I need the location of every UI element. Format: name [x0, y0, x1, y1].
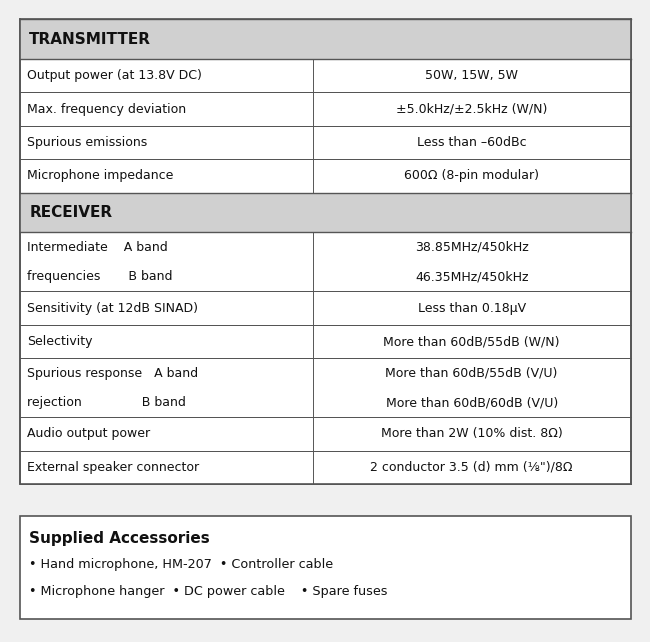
Text: More than 2W (10% dist. 8Ω): More than 2W (10% dist. 8Ω) — [381, 428, 562, 440]
Text: • Hand microphone, HM-207  • Controller cable: • Hand microphone, HM-207 • Controller c… — [29, 558, 333, 571]
Text: TRANSMITTER: TRANSMITTER — [29, 31, 151, 47]
Text: Max. frequency deviation: Max. frequency deviation — [27, 103, 187, 116]
FancyBboxPatch shape — [20, 19, 630, 59]
Text: 600Ω (8-pin modular): 600Ω (8-pin modular) — [404, 169, 539, 182]
Text: Spurious emissions: Spurious emissions — [27, 136, 148, 149]
Text: External speaker connector: External speaker connector — [27, 461, 200, 474]
Text: ±5.0kHz/±2.5kHz (W/N): ±5.0kHz/±2.5kHz (W/N) — [396, 103, 547, 116]
Text: Sensitivity (at 12dB SINAD): Sensitivity (at 12dB SINAD) — [27, 302, 198, 315]
Text: Supplied Accessories: Supplied Accessories — [29, 531, 210, 546]
Text: 38.85MHz/450kHz: 38.85MHz/450kHz — [415, 241, 528, 254]
Text: Audio output power: Audio output power — [27, 428, 150, 440]
Text: Less than –60dBc: Less than –60dBc — [417, 136, 526, 149]
Text: More than 60dB/55dB (W/N): More than 60dB/55dB (W/N) — [384, 335, 560, 348]
Text: Output power (at 13.8V DC): Output power (at 13.8V DC) — [27, 69, 202, 82]
Text: Spurious response   A band: Spurious response A band — [27, 367, 198, 379]
Text: Microphone impedance: Microphone impedance — [27, 169, 174, 182]
Text: • Microphone hanger  • DC power cable    • Spare fuses: • Microphone hanger • DC power cable • S… — [29, 585, 388, 598]
Text: rejection               B band: rejection B band — [27, 396, 186, 409]
FancyBboxPatch shape — [20, 516, 630, 619]
FancyBboxPatch shape — [20, 193, 630, 232]
Text: More than 60dB/60dB (V/U): More than 60dB/60dB (V/U) — [385, 396, 558, 409]
Text: 46.35MHz/450kHz: 46.35MHz/450kHz — [415, 270, 528, 283]
Text: 50W, 15W, 5W: 50W, 15W, 5W — [425, 69, 518, 82]
Text: frequencies       B band: frequencies B band — [27, 270, 173, 283]
Text: Less than 0.18μV: Less than 0.18μV — [417, 302, 526, 315]
Text: More than 60dB/55dB (V/U): More than 60dB/55dB (V/U) — [385, 367, 558, 379]
Text: 2 conductor 3.5 (d) mm (⅛")/8Ω: 2 conductor 3.5 (d) mm (⅛")/8Ω — [370, 461, 573, 474]
FancyBboxPatch shape — [20, 19, 630, 484]
Text: RECEIVER: RECEIVER — [29, 205, 112, 220]
Text: Selectivity: Selectivity — [27, 335, 93, 348]
Text: Intermediate    A band: Intermediate A band — [27, 241, 168, 254]
